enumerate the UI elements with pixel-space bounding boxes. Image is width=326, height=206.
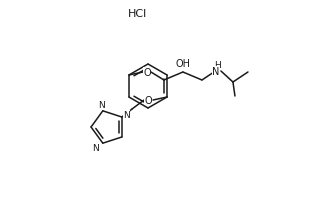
Text: N: N — [93, 143, 99, 152]
Text: OH: OH — [175, 59, 190, 69]
Text: N: N — [98, 101, 105, 110]
Text: HCl: HCl — [128, 9, 148, 19]
Text: N: N — [124, 110, 130, 119]
Text: N: N — [212, 67, 220, 77]
Text: O: O — [144, 96, 152, 105]
Text: H: H — [215, 60, 221, 69]
Text: O: O — [143, 68, 151, 78]
